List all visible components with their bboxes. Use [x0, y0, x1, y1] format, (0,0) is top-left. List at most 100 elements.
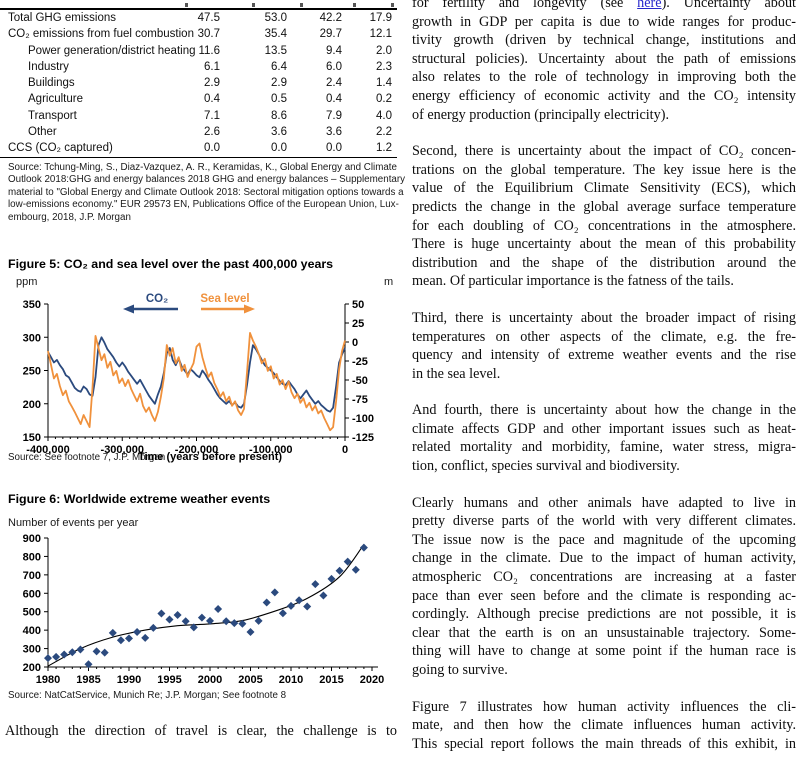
cell-value: 29.7: [319, 28, 342, 41]
cell-value: 2.6: [204, 126, 220, 139]
cell-value: 2.9: [271, 77, 287, 90]
paragraph: Second, there is uncertainty about the i…: [412, 142, 796, 291]
legend-label-sea-level: Sea level: [200, 293, 249, 305]
cell-value: 3.6: [326, 126, 342, 139]
x-tick-label: 2010: [279, 674, 303, 686]
cell-value: 13.5: [264, 44, 287, 57]
row-label: Agriculture: [28, 93, 83, 106]
text-line: embourg, 2018, J.P. Morgan: [8, 211, 131, 223]
x-tick-label: 2000: [198, 674, 222, 686]
cell-value: 9.4: [326, 44, 342, 57]
x-tick-label: 2005: [238, 674, 262, 686]
x-tick-label: 2020: [360, 674, 384, 686]
y-tick-label: 25: [352, 318, 364, 330]
text-line: change in the climate. Due to the impact…: [412, 550, 796, 567]
cell-value: 35.4: [264, 28, 287, 41]
y-tick-label: 600: [23, 588, 41, 600]
data-point-diamond: [60, 650, 69, 659]
text-line: related mortality and morbidity, famine,…: [412, 439, 796, 456]
row-label: CO₂ emissions from fuel combustion: [8, 28, 194, 41]
data-point-diamond: [254, 616, 263, 625]
data-point-diamond: [214, 604, 223, 613]
series-line-co2: [47, 336, 346, 413]
x-tick-label: 0: [342, 444, 348, 456]
paragraphs: Second, there is uncertainty about the i…: [412, 142, 796, 753]
cell-value: 6.0: [326, 60, 342, 73]
y-tick-label: 50: [352, 299, 364, 311]
data-point-diamond: [68, 648, 77, 657]
text-line: tivity growth (driven by technical chang…: [412, 32, 796, 49]
data-point-diamond: [92, 647, 101, 656]
cell-value: 12.1: [369, 28, 392, 41]
data-point-diamond: [84, 660, 93, 669]
cell-value: 2.0: [376, 44, 392, 57]
text-line: Third, there is uncertainty about the br…: [412, 309, 796, 326]
cell-value: 0.0: [326, 142, 342, 155]
here-link[interactable]: here: [637, 0, 662, 11]
cell-value: 1.2: [376, 142, 392, 155]
figure5-right-unit-label: m: [384, 276, 394, 288]
text-line: Although the direction of travel is clea…: [5, 723, 397, 739]
cell-value: 11.6: [198, 44, 220, 57]
paragraph: Figure 7 illustrates how human activity …: [412, 698, 796, 754]
text-line: distribution and the shape of the distri…: [412, 254, 796, 271]
row-label: CCS (CO₂ captured): [8, 142, 113, 155]
text-line: quency and intensity of extreme weather …: [412, 347, 796, 364]
table-bottom-rule: [0, 157, 397, 158]
text-line: The issue now is the pace and magnitude …: [412, 531, 796, 548]
text-line: There is huge uncertainty about the mean…: [412, 236, 796, 253]
data-point-diamond: [189, 623, 198, 632]
cell-value: 0.0: [204, 142, 220, 155]
text-line: And fourth, there is uncertainty about h…: [412, 402, 796, 419]
text-line: also relates to the role of technology i…: [412, 69, 796, 86]
table-header-remnant: [300, 3, 303, 7]
text-line: for each doubling of CO₂ concentrations …: [412, 217, 796, 234]
paragraph: And fourth, there is uncertainty about h…: [412, 401, 796, 475]
table-source-note: Source: Tchung-Ming, S., Diaz-Vazquez, A…: [8, 162, 405, 224]
text-line: cordingly. Although precise predictions …: [412, 606, 796, 623]
cell-value: 3.6: [271, 126, 287, 139]
y-tick-label: 300: [23, 644, 41, 656]
table-row: Transport 7.1 8.6 7.9 4.0: [0, 108, 397, 124]
text-segment: for fertility and longevity (see: [412, 0, 638, 11]
y-tick-label: 500: [23, 607, 41, 619]
data-point-diamond: [303, 602, 312, 611]
row-label: Total GHG emissions: [8, 12, 117, 24]
legend-label-co2: CO₂: [146, 293, 168, 305]
figure6-title: Figure 6: Worldwide extreme weather even…: [8, 492, 271, 506]
y-tick-label: -125: [352, 432, 374, 444]
table-top-rule: [0, 8, 397, 10]
paragraph-lines: growth in GDP per capita is due to wide …: [412, 13, 796, 125]
y-tick-label: 0: [352, 337, 358, 349]
paragraph: Third, there is uncertainty about the br…: [412, 309, 796, 383]
data-point-diamond: [181, 617, 190, 626]
text-line: Source: Tchung-Ming, S., Diaz-Vazquez, A…: [8, 162, 397, 173]
row-label: Industry: [28, 60, 69, 73]
table-row: Other 2.6 3.6 3.6 2.2: [0, 124, 397, 140]
y-tick-label: 900: [23, 533, 41, 545]
x-tick-label: 1980: [36, 674, 60, 686]
data-point-diamond: [157, 609, 166, 618]
y-tick-label: -25: [352, 356, 368, 368]
cell-value: 0.4: [326, 93, 342, 106]
data-point-diamond: [173, 611, 182, 620]
y-tick-label: 400: [23, 625, 41, 637]
data-point-diamond: [287, 601, 295, 610]
data-point-diamond: [116, 636, 125, 645]
cell-value: 0.4: [204, 93, 220, 106]
paragraph: for fertility and longevity (see here). …: [412, 0, 796, 124]
data-point-diamond: [125, 634, 133, 643]
cell-value: 7.9: [326, 109, 342, 122]
y-tick-label: 200: [23, 662, 41, 674]
text-line: trations on the global temperature. The …: [412, 161, 796, 178]
paragraph: Clearly humans and other animals have ad…: [412, 494, 796, 680]
text-line: tion, conflict, species survival and bio…: [412, 458, 680, 475]
data-point-diamond: [76, 645, 85, 654]
y-tick-label: -75: [352, 394, 368, 406]
cell-value: 53.0: [264, 12, 287, 24]
text-line: temperatures on other aspects of the cli…: [412, 328, 796, 345]
data-point-diamond: [335, 566, 344, 575]
table-header-remnant: [391, 3, 394, 7]
left-arrow-icon: [123, 304, 134, 314]
